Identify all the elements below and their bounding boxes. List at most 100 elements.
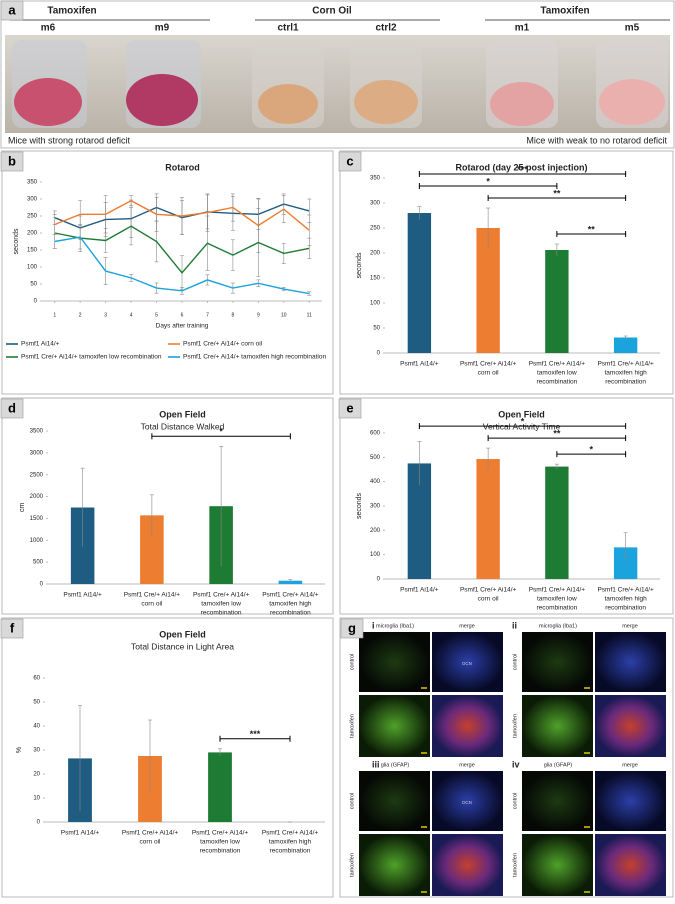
y-tick-label: 300 [27, 197, 38, 203]
x-tick-label: Psmf1 Ai14/+ [63, 592, 102, 599]
x-tick-label: tamoxifen high [269, 601, 312, 608]
y-tick-label: 50 [33, 700, 40, 706]
x-tick-label: corn oil [478, 596, 500, 603]
x-tick-label: Psmf1 Ai14/+ [61, 830, 100, 837]
micrograph [359, 771, 430, 831]
x-tick-label: Psmf1 Cre/+ Ai14/+ [192, 830, 249, 837]
micrograph [595, 695, 666, 757]
row-label: tamoxifen [349, 853, 355, 877]
y-tick-label: 3000 [30, 450, 44, 456]
x-tick-label: tamoxifen low [537, 596, 577, 603]
panel-badge [0, 398, 24, 419]
x-tick-label: Psmf1 Cre/+ Ai14/+ [122, 830, 179, 837]
significance-label: * [521, 416, 525, 426]
panel-badge [340, 618, 364, 639]
bar [545, 250, 569, 353]
significance-label: *** [250, 729, 261, 739]
micrograph [432, 632, 503, 692]
significance-label: * [589, 445, 593, 455]
x-tick-label: corn oil [140, 839, 162, 846]
x-tick-label: 8 [232, 312, 235, 318]
x-tick-label: corn oil [478, 370, 500, 377]
y-tick-label: 0 [377, 577, 381, 583]
row-label: control [512, 793, 518, 810]
panel-badge [0, 0, 24, 21]
y-tick-label: 1000 [30, 538, 44, 544]
x-tick-label: 11 [307, 312, 312, 318]
x-tick-label: Psmf1 Cre/+ Ai14/+ [124, 592, 181, 599]
significance-label: * [486, 176, 490, 186]
bar [407, 463, 432, 579]
x-axis-label: Days after training [156, 323, 209, 330]
x-tick-label: tamoxifen low [537, 370, 577, 377]
series-line [54, 199, 310, 231]
micrograph [359, 834, 430, 896]
y-tick-label: 0 [377, 351, 381, 357]
y-axis-label: seconds [13, 228, 20, 255]
merge-label: merge [459, 623, 475, 629]
row-label: control [349, 654, 355, 671]
x-tick-label: Psmf1 Cre/+ Ai14/+ [597, 587, 654, 594]
legend-label: Psmf1 Cre/+ Ai14/+ tamoxifen low recombi… [21, 354, 162, 361]
x-tick-label: 4 [130, 312, 133, 318]
series-line [54, 225, 310, 274]
region-label: DCN [462, 800, 472, 805]
y-tick-label: 150 [370, 276, 381, 282]
y-tick-label: 50 [30, 282, 37, 288]
significance-label: ** [553, 428, 561, 438]
panel-letter: c [346, 153, 353, 168]
quadrant-numeral: ii [512, 620, 517, 630]
quadrant-numeral: iv [512, 759, 520, 769]
x-tick-label: Psmf1 Ai14/+ [400, 361, 439, 368]
sample-label: m1 [515, 23, 530, 34]
row-label: control [349, 793, 355, 810]
sample-label: m5 [625, 23, 640, 34]
significance-label: * [219, 427, 223, 437]
y-tick-label: 350 [370, 176, 381, 182]
significance-label: ** [553, 188, 561, 198]
panel-letter: b [8, 153, 16, 168]
bar [476, 228, 500, 353]
bar [613, 337, 638, 353]
y-tick-label: 40 [33, 724, 40, 730]
photo [5, 35, 670, 133]
quadrant-numeral: i [372, 620, 375, 630]
panel-letter: a [8, 2, 16, 17]
chart-title: Rotarod [165, 162, 200, 172]
x-tick-label: recombination [200, 848, 241, 855]
x-tick-label: Psmf1 Cre/+ Ai14/+ [460, 361, 517, 368]
chart-title: Open Field [159, 409, 206, 419]
legend-label: Psmf1 Ai14/+ [21, 341, 60, 348]
group-label: Tamoxifen [540, 6, 589, 17]
group-label: Tamoxifen [47, 6, 96, 17]
y-tick-label: 600 [370, 431, 381, 437]
bar [407, 213, 432, 353]
chart-title: Open Field [159, 629, 206, 639]
y-tick-label: 3500 [30, 429, 44, 435]
y-tick-label: 400 [370, 479, 381, 485]
bar [208, 752, 232, 822]
sample-label: ctrl1 [277, 23, 299, 34]
row-label: tamoxifen [349, 714, 355, 738]
x-tick-label: recombination [270, 848, 311, 855]
micrograph [522, 771, 593, 831]
panel-badge [0, 618, 24, 639]
chart-title: Rotarod (day 25 post injection) [455, 162, 587, 172]
panel-letter: f [10, 620, 15, 635]
y-tick-label: 200 [370, 251, 381, 257]
bar [545, 466, 569, 579]
x-tick-label: Psmf1 Cre/+ Ai14/+ [597, 361, 654, 368]
region-label: DCN [462, 661, 472, 666]
x-tick-label: Psmf1 Cre/+ Ai14/+ [262, 592, 319, 599]
y-tick-label: 500 [33, 560, 44, 566]
micrograph [432, 834, 503, 896]
chart-subtitle: Total Distance Walked [141, 421, 225, 431]
significance-label: *** [517, 164, 528, 174]
panel-badge [0, 151, 24, 172]
x-tick-label: Psmf1 Cre/+ Ai14/+ [193, 592, 250, 599]
sample-label: m6 [41, 23, 56, 34]
y-tick-label: 30 [33, 748, 40, 754]
y-axis-label: seconds [356, 252, 363, 279]
y-tick-label: 1500 [30, 516, 44, 522]
